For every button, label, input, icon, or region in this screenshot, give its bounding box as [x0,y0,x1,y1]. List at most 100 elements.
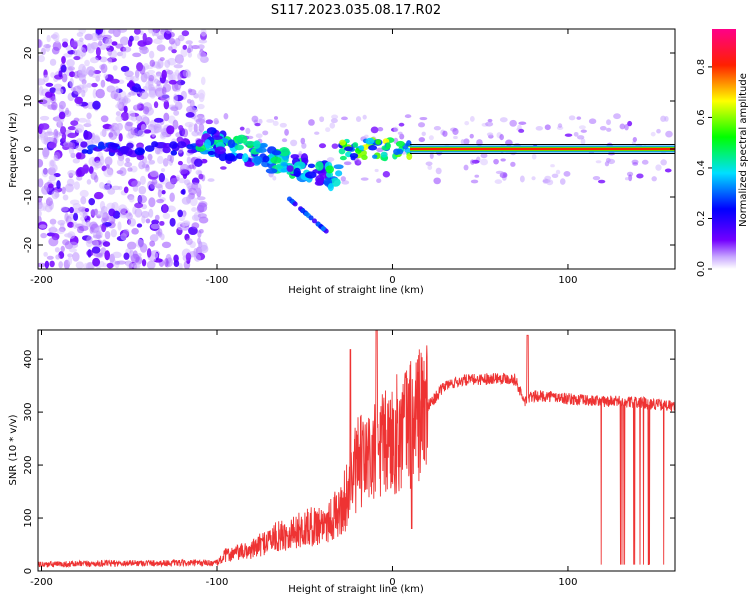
spectral-blob [122,46,132,53]
spectral-blob [339,155,347,161]
spectral-blob [518,121,527,125]
spectral-blob [161,86,167,95]
spectral-blob [141,47,148,55]
colorbar-tick-label: 0.8 [696,59,707,75]
spectral-blob [393,148,401,155]
spectral-blob [80,47,87,57]
spectral-blob [185,112,195,118]
spectral-blob [170,150,178,156]
y-tick-label: 300 [23,403,34,422]
spectral-blob [86,119,91,128]
spectral-blob [214,146,226,155]
spectral-blob [50,72,55,78]
spectral-blob [665,130,673,138]
spectral-blob [191,130,200,137]
spectral-blob [343,161,352,166]
spectral-blob [166,205,176,213]
spectral-blob [191,222,200,229]
spectral-blob [546,179,554,186]
spectral-blob [127,167,133,172]
spectral-blob [290,154,300,159]
spectral-blob [385,142,391,150]
spectral-blob [148,197,156,208]
spectral-blob [107,188,116,195]
spectral-blob [115,115,123,123]
spectral-blob [120,65,130,73]
spectral-blob [421,131,426,137]
spectral-blob [197,44,205,50]
spectral-blob [286,165,294,172]
spectral-blob [104,156,113,166]
spectral-blob [82,164,90,174]
colorbar-ticks: 0.0 0.2 0.4 0.6 0.8 [696,59,712,277]
spectral-blob [73,181,80,190]
spectral-blob [187,44,194,53]
spectral-blob [111,41,118,46]
spectral-blob [91,246,101,254]
spectral-blob [368,145,378,151]
spectral-blob [245,127,251,135]
spectral-blob [151,252,159,259]
spectral-blob [68,213,74,220]
spectral-blob [293,167,301,178]
spectral-blob [130,127,138,136]
spectral-blob [144,36,153,45]
spectral-blob [255,147,267,153]
spectral-blob [453,135,458,140]
spectral-blob [150,223,161,230]
spectral-blob [305,171,317,179]
spectral-blob [61,73,68,83]
spectral-blob [55,254,61,260]
spectral-blob [370,126,379,134]
spectral-blob [42,150,49,160]
colorbar-tick-label: 0.4 [696,160,707,176]
spectral-blob [576,116,582,120]
spectral-blob [72,158,80,164]
spectral-blob [136,154,145,161]
spectral-blob [67,221,75,228]
spectral-blob [166,125,175,135]
spectral-blob [149,240,156,247]
spectral-blob [85,66,96,76]
spectral-blob [107,57,113,64]
spectral-blob [111,251,122,259]
spectral-blob [148,74,155,82]
spectral-blob [188,187,197,196]
spectral-blob [58,70,63,78]
spectral-blob [144,167,150,173]
spectral-blob [535,126,544,131]
spectral-blob [604,161,610,167]
figure-title: S117.2023.035.08.17.R02 [271,3,441,18]
spectral-blob [90,32,99,42]
spectral-blob [134,208,143,218]
spectral-blob [350,155,356,161]
spectral-blob [106,179,111,187]
spectral-blob [200,29,207,37]
spectral-blob [38,262,47,268]
spectral-blob [325,127,331,133]
spectral-blob [91,82,98,88]
spectral-blob [626,171,634,177]
spectral-blob [168,37,176,45]
spectral-blob [55,39,60,44]
spectral-blob [352,142,359,148]
x-tick-label: 100 [558,577,577,588]
spectral-blob [43,44,52,49]
spectral-blob [132,52,142,58]
spectral-blob [128,91,137,96]
spectral-blob [108,29,116,34]
spectral-blob [137,195,148,204]
spectral-blob [181,30,190,37]
spectral-blob [156,198,165,204]
spectral-blob [176,136,184,143]
spectral-blob [129,35,134,42]
spectral-blob [127,82,136,87]
spectral-blob [100,79,106,88]
spectral-blob [338,148,346,155]
spectral-blob [44,131,55,136]
spectral-blob [138,160,146,170]
spectral-blob [284,128,289,136]
spectral-blob [148,29,153,34]
spectral-blob [406,153,413,161]
spectral-blob [486,132,494,137]
